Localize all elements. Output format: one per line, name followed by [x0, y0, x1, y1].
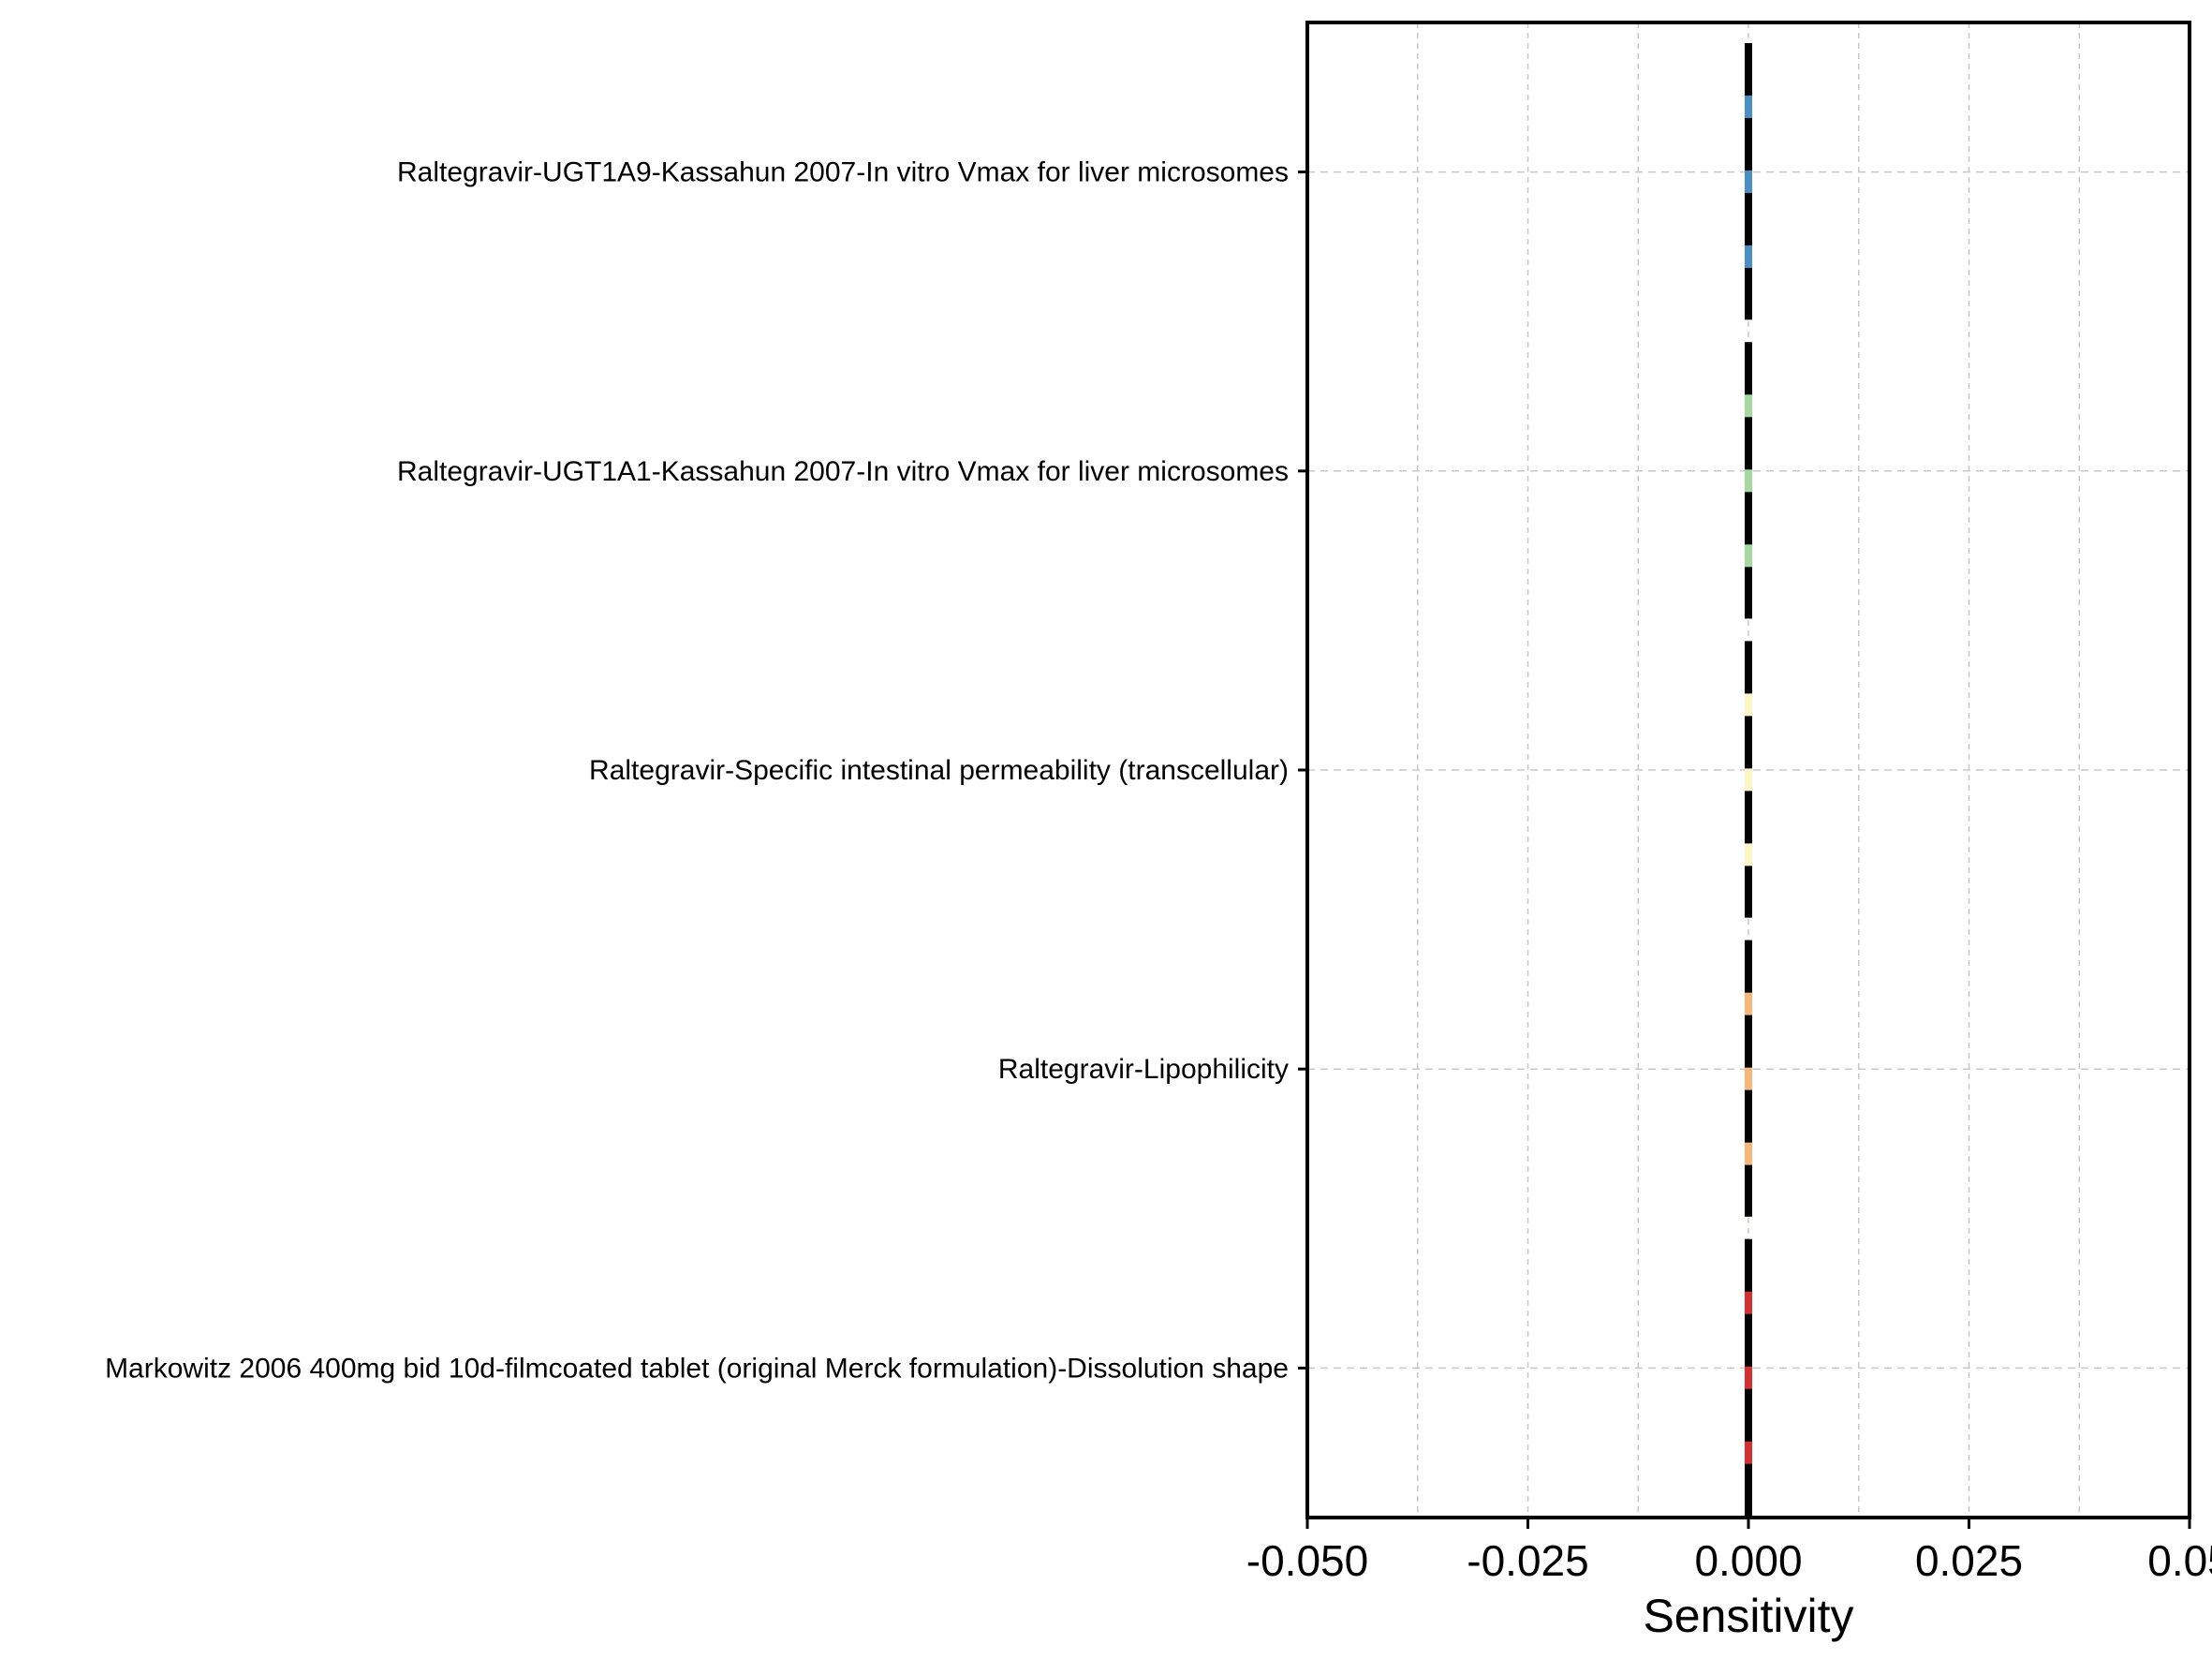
- y-tick-label: Raltegravir-UGT1A9-Kassahun 2007-In vitr…: [397, 157, 1289, 188]
- x-tick-label: 0.000: [1694, 1536, 1802, 1585]
- x-tick-label: -0.050: [1246, 1536, 1368, 1585]
- y-tick-label: Raltegravir-Specific intestinal permeabi…: [589, 755, 1289, 786]
- bar: [1745, 43, 1752, 320]
- y-tick-label: Raltegravir-UGT1A1-Kassahun 2007-In vitr…: [397, 456, 1289, 487]
- bar: [1745, 641, 1752, 918]
- x-tick-label: -0.025: [1467, 1536, 1588, 1585]
- bars-layer: [1745, 43, 1752, 1516]
- bar: [1745, 940, 1752, 1217]
- y-tick-label: Raltegravir-Lipophilicity: [998, 1054, 1289, 1085]
- x-tick-label: 0.025: [1915, 1536, 2023, 1585]
- x-axis-title: Sensitivity: [1643, 1590, 1853, 1642]
- x-tick-label: 0.05: [2147, 1536, 2212, 1585]
- y-axis: Raltegravir-UGT1A9-Kassahun 2007-In vitr…: [105, 157, 1307, 1384]
- x-axis: -0.050 -0.025 0.000 0.025 0.05: [1246, 1518, 2212, 1585]
- bar: [1745, 342, 1752, 619]
- y-tick-label: Markowitz 2006 400mg bid 10d-filmcoated …: [105, 1353, 1289, 1384]
- bar: [1745, 1238, 1752, 1516]
